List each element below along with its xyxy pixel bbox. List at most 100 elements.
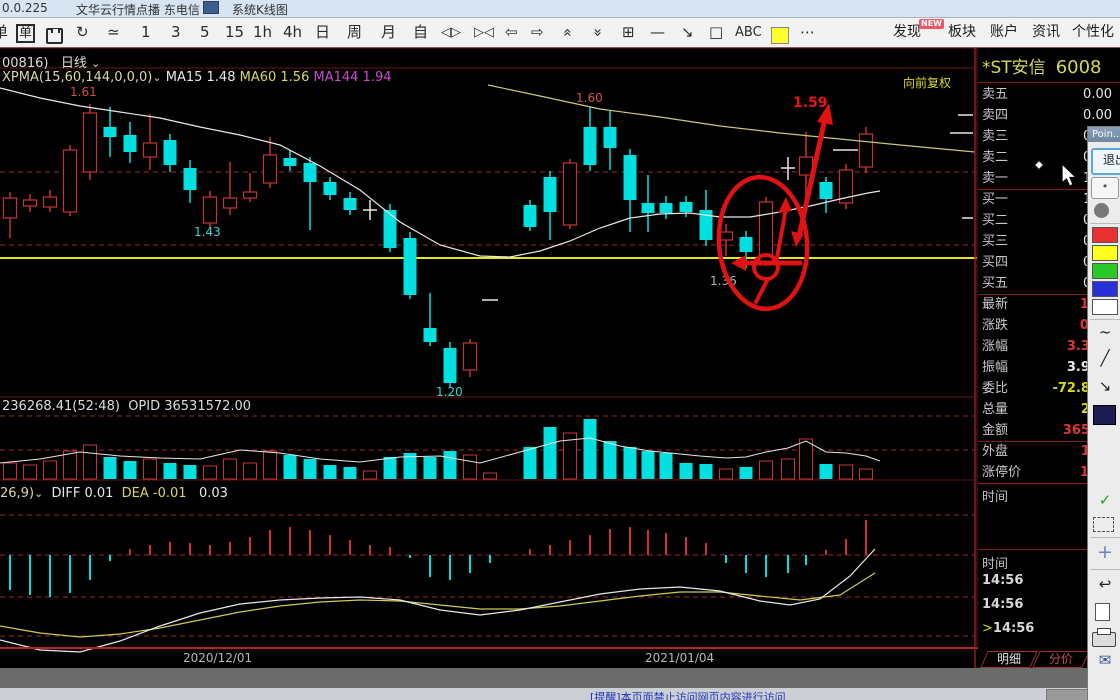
exit-button[interactable]: 退出 (1091, 148, 1120, 175)
chart-style-icon[interactable]: ≃ (107, 23, 120, 41)
divider (1090, 223, 1120, 224)
pan-left-icon[interactable]: ⇦ (505, 23, 518, 41)
period-1min[interactable]: 1 (141, 23, 151, 41)
freehand-tool-icon[interactable]: ~ (1098, 323, 1112, 341)
new-badge: NEW (919, 19, 944, 29)
ma-value-label: MA60 1.56 (239, 70, 314, 85)
period-5min[interactable]: 5 (200, 23, 210, 41)
price-swing-label: 1.43 (194, 225, 221, 239)
period-3min[interactable]: 3 (171, 23, 181, 41)
ask-row[interactable]: 卖四 0.00 (978, 105, 1120, 126)
save-icon[interactable] (46, 18, 63, 47)
chevron-down-icon[interactable]: ⌄ (34, 487, 44, 500)
new-page-icon[interactable] (1095, 603, 1110, 621)
symbol-code[interactable]: 00816) 日线 ⌄ (2, 56, 101, 71)
period-1h[interactable]: 1h (253, 23, 273, 41)
ask-row[interactable]: 卖五 0.00 (978, 84, 1120, 105)
trendline-tool-icon[interactable]: ↘ (681, 23, 694, 41)
color-yellow-swatch[interactable] (1092, 245, 1118, 261)
period-day[interactable]: 日 (315, 23, 331, 41)
taskbar-button[interactable] (1046, 689, 1090, 700)
time-column-header: 时间 (982, 557, 1009, 572)
divider (1090, 569, 1120, 570)
quote-label: 涨停价 (982, 465, 1022, 480)
text-tool-icon[interactable]: ABC (735, 25, 762, 40)
line-tool-icon[interactable]: ╱ (1100, 349, 1110, 367)
color-red-swatch[interactable] (1092, 227, 1118, 243)
email-icon[interactable]: ✉ (1098, 651, 1112, 669)
color-swatch-icon[interactable] (771, 18, 789, 47)
quote-label: 最新 (982, 297, 1009, 312)
color-white-swatch[interactable] (1092, 299, 1118, 315)
tick-time-row[interactable]: 14:56 (982, 573, 1024, 588)
quote-value: 0.00 (1083, 87, 1112, 102)
rect-tool-icon[interactable]: □ (709, 23, 724, 41)
fill-tool-icon[interactable] (1093, 405, 1116, 425)
period-4h[interactable]: 4h (283, 23, 303, 41)
tick-time-row[interactable]: 14:56 (982, 597, 1024, 612)
divider (978, 82, 1120, 83)
color-green-swatch[interactable] (1092, 263, 1118, 279)
undo-icon[interactable]: ↩ (1098, 575, 1112, 593)
more-tools-icon[interactable]: ⋯ (800, 23, 815, 41)
ma-value-label: MA15 1.48 (165, 70, 240, 85)
period-month[interactable]: 月 (381, 23, 397, 41)
stock-code: 6008 (1055, 57, 1102, 78)
tick-time-row[interactable]: >14:56 (982, 621, 1035, 636)
period-selector[interactable]: 日线 (60, 56, 87, 71)
refresh-icon[interactable]: ↻ (76, 23, 89, 41)
menu-discover[interactable]: 发现 NEW (893, 19, 944, 40)
grid-layout-icon[interactable]: ⊞ (622, 23, 635, 41)
quote-label: 买三 (982, 234, 1009, 249)
zoom-out-icon[interactable]: ◁▷ (441, 25, 461, 40)
titlebar-button[interactable] (203, 1, 219, 14)
period-custom[interactable]: 自 (413, 23, 429, 41)
arrow-tool-icon[interactable]: ↘ (1098, 377, 1112, 395)
palette-title[interactable]: Poin.. (1088, 127, 1120, 142)
select-region-icon[interactable] (1093, 517, 1114, 532)
divider (978, 483, 1120, 484)
price-swing-label: 1.36 (710, 274, 737, 288)
print-icon[interactable] (1092, 628, 1116, 647)
hline-tool-icon[interactable]: — (650, 23, 665, 41)
bottom-strip: [提醒]本页面禁止访问网页内容进行访问 (0, 688, 1120, 700)
menu-account[interactable]: 账户 (990, 24, 1018, 40)
chevron-down-icon[interactable]: ⌄ (152, 71, 162, 84)
order-partial-icon[interactable]: 单 (0, 23, 9, 41)
add-tool-icon[interactable]: + (1097, 541, 1113, 563)
volume-header: 236268.41(52:48) OPID 36531572.00 (2, 399, 252, 414)
order-box-icon[interactable]: 单 (16, 18, 36, 47)
divider (978, 294, 1120, 295)
period-week[interactable]: 周 (347, 23, 363, 41)
quote-label: 外盘 (982, 444, 1009, 459)
brush-size-icon[interactable] (1094, 203, 1109, 218)
quote-label: 买五 (982, 276, 1009, 291)
quote-label: 金额 (982, 423, 1009, 438)
tab-detail[interactable]: 明细 (980, 651, 1038, 668)
x-axis-date: 2021/01/04 (645, 651, 715, 665)
macd-header[interactable]: 26,9)⌄ DIFF 0.01 DEA -0.01 0.03 (0, 486, 228, 501)
point-size-button[interactable]: • (1091, 177, 1119, 199)
color-blue-swatch[interactable] (1092, 281, 1118, 297)
app-title: 文华云行情点播 东电信 (76, 3, 200, 17)
quote-label: 买四 (982, 255, 1009, 270)
quote-value: 0.00 (1083, 108, 1112, 123)
indicator-row[interactable]: XPMA(15,60,144,0,0,0)⌄ MA15 1.48 MA60 1.… (2, 70, 392, 85)
period-15min[interactable]: 15 (225, 23, 245, 41)
pan-right-icon[interactable]: ⇨ (531, 23, 544, 41)
adjust-mode-label[interactable]: 向前复权 (903, 76, 952, 90)
stock-name-row[interactable]: *ST安信 6008 (982, 53, 1102, 78)
check-tool-icon[interactable]: ✓ (1098, 491, 1112, 509)
divider (1090, 319, 1120, 320)
quote-label: 卖四 (982, 108, 1009, 123)
tab-price-dist[interactable]: 分价 (1032, 651, 1090, 668)
menu-news[interactable]: 资讯 (1032, 24, 1060, 40)
quote-label: 卖二 (982, 150, 1009, 165)
stock-name: *ST安信 (982, 58, 1046, 78)
menu-personalize[interactable]: 个性化 (1072, 24, 1114, 40)
zoom-in-icon[interactable]: ▷◁ (474, 25, 494, 40)
chevron-down-icon[interactable]: ⌄ (91, 57, 101, 70)
menu-sectors[interactable]: 板块 (948, 24, 976, 40)
